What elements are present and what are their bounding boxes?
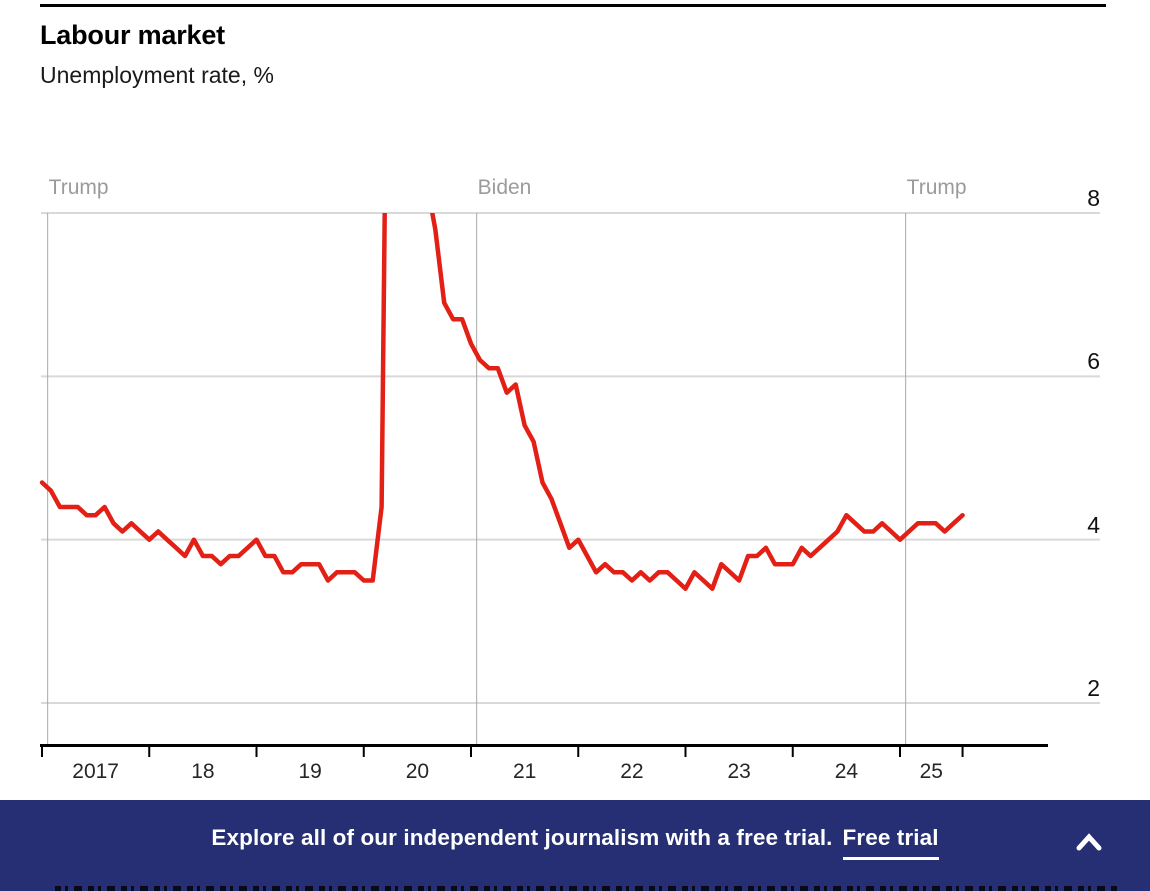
- x-axis-label-20: 20: [405, 760, 430, 783]
- cutoff-text-strip: [55, 886, 1117, 891]
- free-trial-link[interactable]: Free trial: [842, 825, 939, 860]
- top-rule: [40, 4, 1106, 7]
- x-axis-line: [40, 744, 1048, 747]
- x-axis-label-23: 23: [727, 760, 751, 783]
- y-axis-label-6: 6: [1087, 348, 1100, 375]
- chart-canvas: [39, 212, 1100, 757]
- y-axis-label-4: 4: [1087, 511, 1100, 538]
- term-label-trump-0: Trump: [48, 176, 109, 199]
- chart-title: Labour market: [40, 20, 225, 50]
- term-label-trump-2: Trump: [906, 176, 967, 199]
- y-axis-label-2: 2: [1087, 675, 1100, 702]
- chevron-up-icon[interactable]: [1076, 832, 1102, 854]
- banner-text: Explore all of our independent journalis…: [211, 825, 939, 860]
- unemployment-rate-line: [39, 213, 965, 591]
- banner-message: Explore all of our independent journalis…: [211, 825, 833, 850]
- x-axis-label-2017: 2017: [72, 760, 119, 783]
- y-axis-label-8: 8: [1087, 185, 1100, 211]
- x-axis-label-22: 22: [620, 760, 644, 783]
- x-axis-label-21: 21: [512, 760, 537, 783]
- x-axis-label-24: 24: [834, 760, 859, 783]
- term-label-biden-1: Biden: [477, 176, 532, 199]
- x-axis-label-25: 25: [919, 760, 943, 783]
- chart-subtitle: Unemployment rate, %: [40, 62, 274, 88]
- x-axis-label-18: 18: [191, 760, 215, 783]
- subscription-banner: Explore all of our independent journalis…: [0, 800, 1150, 891]
- x-axis-label-19: 19: [298, 760, 322, 783]
- unemployment-rate-chart: 8 6 4 2 Trump Biden Trump 2017 18 19 20 21 22 23 24 25: [39, 176, 1100, 783]
